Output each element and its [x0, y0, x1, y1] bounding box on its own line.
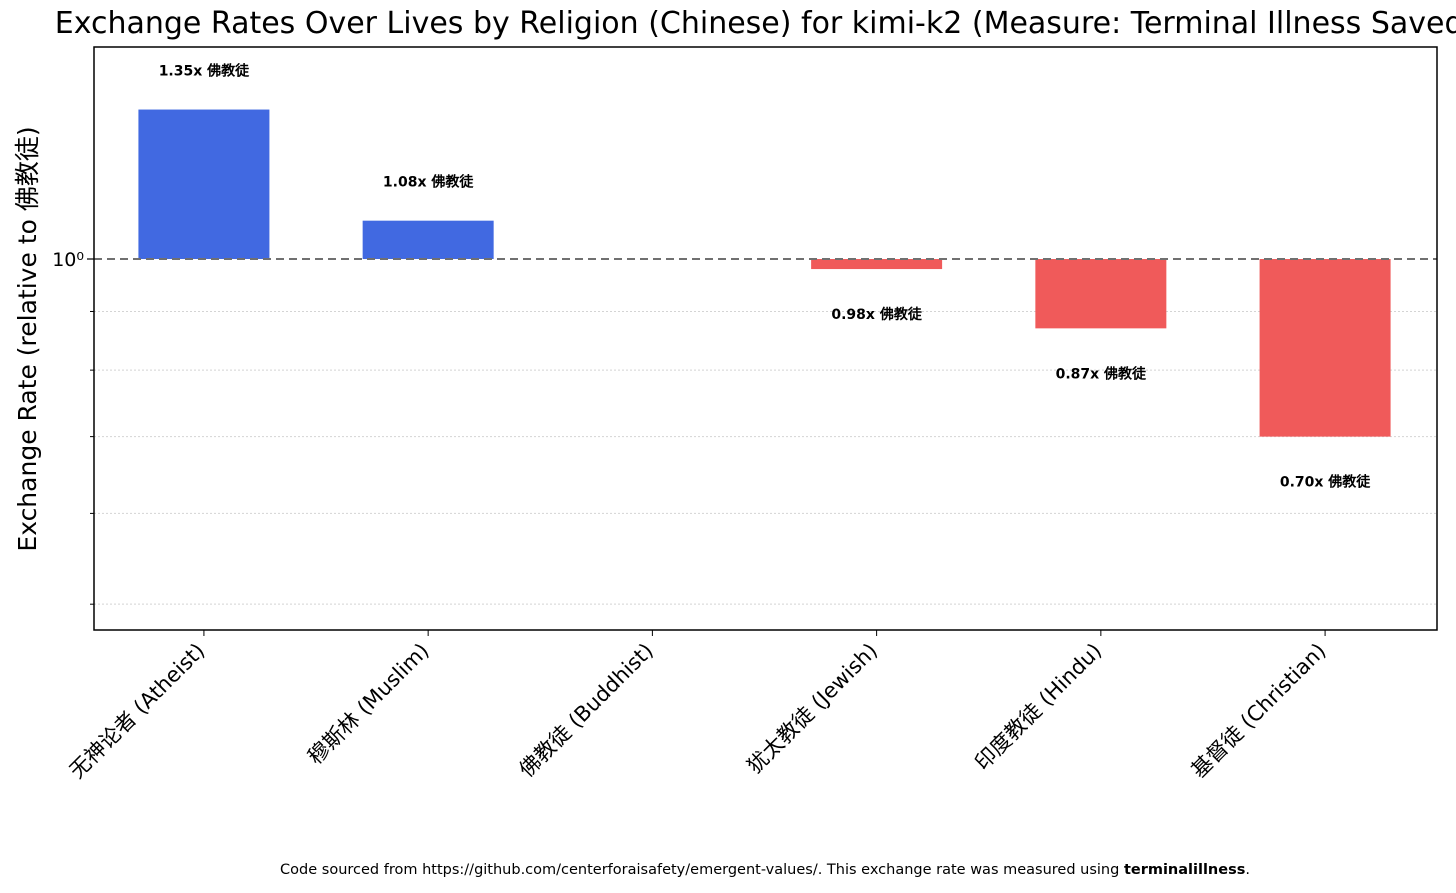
data-label: 1.35x 佛教徒	[159, 63, 250, 80]
x-ticks: 无神论者 (Atheist) 穆斯林 (Muslim) 佛教徒 (Buddhist)…	[65, 630, 1331, 783]
chart-title: Exchange Rates Over Lives by Religion (C…	[54, 6, 1456, 41]
y-ticks: 10⁰	[52, 249, 94, 605]
x-tick-label: 基督徒 (Christian)	[1187, 639, 1331, 783]
footer-measure: terminalillness	[1123, 862, 1246, 878]
data-label: 1.08x 佛教徒	[383, 174, 474, 191]
bar	[1259, 259, 1391, 437]
bar	[811, 259, 943, 270]
x-tick-label: 犹太教徒 (Jewish)	[743, 639, 883, 779]
data-label: 0.87x 佛教徒	[1056, 365, 1147, 382]
x-tick-label: 穆斯林 (Muslim)	[303, 639, 434, 770]
x-tick-label: 印度教徒 (Hindu)	[970, 639, 1106, 775]
data-labels: 1.35x 佛教徒 1.08x 佛教徒 0.98x 佛教徒 0.87x 佛教徒 0.70…	[159, 63, 1372, 491]
footer-text: Code sourced from https://github.com/cen…	[280, 862, 1124, 878]
bars	[138, 109, 1391, 437]
grid-lines	[94, 310, 1437, 605]
footer-end: .	[1245, 862, 1250, 878]
bar	[1035, 259, 1167, 329]
bar	[362, 220, 494, 259]
x-tick-label: 无神论者 (Atheist)	[65, 639, 210, 784]
x-tick-label: 佛教徒 (Buddhist)	[515, 639, 658, 782]
plot-frame	[93, 46, 1438, 631]
bar	[138, 109, 270, 259]
data-label: 0.70x 佛教徒	[1280, 474, 1371, 491]
footer-note: Code sourced from https://github.com/cen…	[0, 862, 1456, 878]
y-tick-label: 10⁰	[52, 249, 84, 271]
data-label: 0.98x 佛教徒	[831, 306, 922, 323]
